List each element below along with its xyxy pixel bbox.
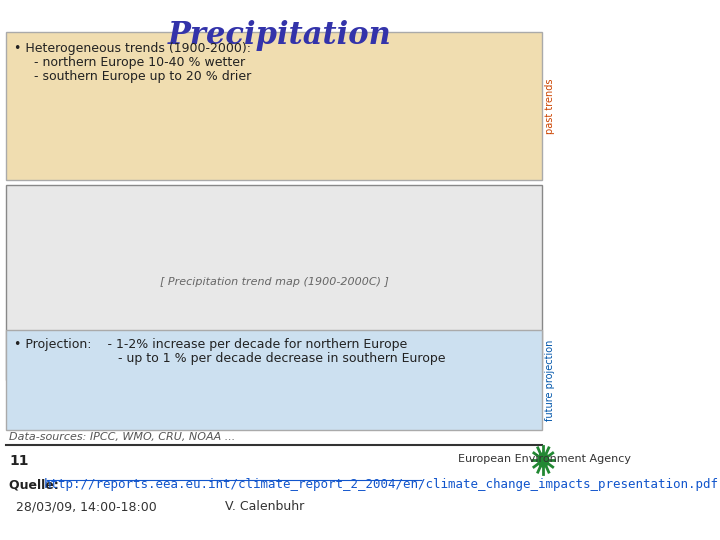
Text: V. Calenbuhr: V. Calenbuhr [225, 500, 305, 513]
FancyBboxPatch shape [6, 185, 541, 380]
Text: past trends: past trends [544, 78, 554, 134]
Text: Data-sources: IPCC, WMO, CRU, NOAA ...: Data-sources: IPCC, WMO, CRU, NOAA ... [9, 432, 235, 442]
Text: - northern Europe 10-40 % wetter: - northern Europe 10-40 % wetter [14, 56, 245, 69]
Text: 28/03/09, 14:00-18:00: 28/03/09, 14:00-18:00 [16, 500, 156, 513]
FancyBboxPatch shape [6, 32, 541, 180]
Text: - southern Europe up to 20 % drier: - southern Europe up to 20 % drier [14, 70, 251, 83]
FancyBboxPatch shape [6, 330, 541, 430]
Text: 11: 11 [9, 454, 29, 468]
Text: Quelle:: Quelle: [9, 478, 63, 491]
Text: Precipitation: Precipitation [168, 20, 391, 51]
Text: [ Precipitation trend map (1900-2000C) ]: [ Precipitation trend map (1900-2000C) ] [160, 277, 388, 287]
Text: European Environment Agency: European Environment Agency [458, 454, 631, 464]
Text: http://reports.eea.eu.int/climate_report_2_2004/en/climate_change_impacts_presen: http://reports.eea.eu.int/climate_report… [44, 478, 719, 491]
Text: future projection: future projection [544, 339, 554, 421]
Text: • Heterogeneous trends (1900-2000):: • Heterogeneous trends (1900-2000): [14, 42, 251, 55]
Text: - up to 1 % per decade decrease in southern Europe: - up to 1 % per decade decrease in south… [14, 352, 446, 365]
Text: • Projection:    - 1-2% increase per decade for northern Europe: • Projection: - 1-2% increase per decade… [14, 338, 408, 351]
Circle shape [538, 453, 549, 467]
